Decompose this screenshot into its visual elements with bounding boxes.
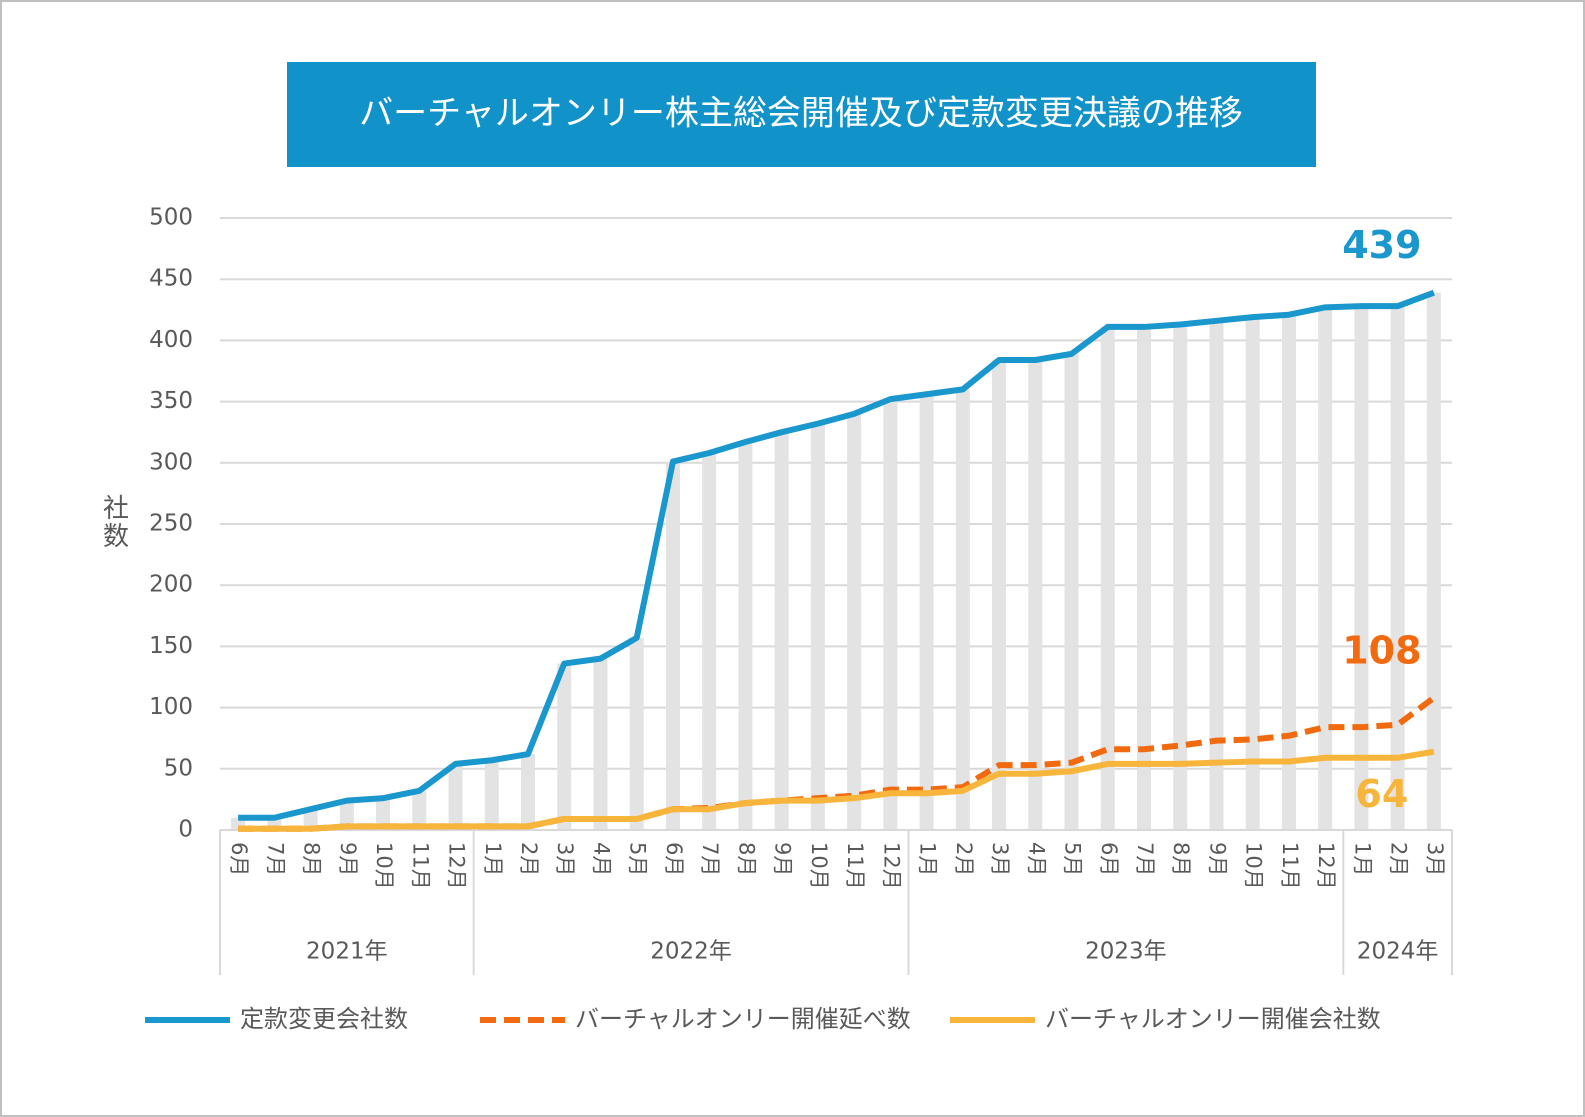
drop-bar <box>1245 317 1260 830</box>
drop-bar <box>810 423 825 830</box>
legend-label: バーチャルオンリー開催会社数 <box>1045 1005 1381 1033</box>
drop-bar <box>303 809 318 830</box>
legend-label: 定款変更会社数 <box>240 1005 408 1033</box>
y-tick-label: 400 <box>149 327 193 353</box>
y-tick-label: 250 <box>149 511 193 537</box>
y-tick-label: 200 <box>149 572 193 598</box>
x-tick-label: 10月 <box>372 842 396 890</box>
y-tick-label: 300 <box>149 449 193 475</box>
y-axis-label: 社数 <box>99 494 129 550</box>
drop-bar <box>1137 326 1151 830</box>
drop-bar <box>448 763 463 830</box>
x-tick-label: 10月 <box>1242 842 1266 890</box>
y-tick-label: 0 <box>178 817 193 843</box>
x-tick-label: 8月 <box>300 842 324 876</box>
drop-bar <box>484 760 499 830</box>
x-tick-label: 8月 <box>734 842 758 876</box>
drop-bar <box>412 790 427 830</box>
x-tick-label: 3月 <box>553 842 577 876</box>
x-tick-label: 11月 <box>408 842 432 890</box>
x-tick-label: 6月 <box>1097 842 1121 876</box>
x-tick-label: 3月 <box>988 842 1012 876</box>
x-tick-label: 2月 <box>517 842 541 876</box>
drop-bar <box>919 394 934 830</box>
chart-title: バーチャルオンリー株主総会開催及び定款変更決議の推移 <box>359 94 1243 134</box>
x-tick-label: 1月 <box>481 842 505 876</box>
x-tick-label: 11月 <box>1278 842 1302 890</box>
x-tick-label: 9月 <box>1205 842 1229 876</box>
drop-bar <box>1318 307 1333 830</box>
drop-bar <box>1209 320 1224 830</box>
x-tick-label: 4月 <box>589 842 613 876</box>
x-tick-label: 5月 <box>1061 842 1085 876</box>
x-tick-label: 12月 <box>445 842 469 890</box>
x-tick-label: 7月 <box>263 842 287 876</box>
drop-bar <box>955 389 970 830</box>
x-tick-label: 1月 <box>916 842 940 876</box>
y-tick-label: 150 <box>149 633 193 659</box>
y-tick-label: 50 <box>164 755 193 781</box>
drop-bar <box>1173 324 1188 830</box>
drop-bar <box>1354 306 1369 830</box>
drop-bar <box>1426 292 1441 830</box>
drop-bar <box>376 798 391 830</box>
x-tick-label: 4月 <box>1024 842 1048 876</box>
x-tick-label: 10月 <box>807 842 831 890</box>
group-label: 2024年 <box>1357 939 1439 965</box>
x-tick-label: 9月 <box>771 842 795 876</box>
x-tick-label: 1月 <box>1350 842 1374 876</box>
x-tick-label: 6月 <box>662 842 686 876</box>
x-tick-label: 2月 <box>952 842 976 876</box>
drop-bar <box>557 663 572 830</box>
drop-bar <box>339 800 354 830</box>
drop-bar <box>883 399 898 830</box>
legend-label: バーチャルオンリー開催延べ数 <box>575 1005 911 1033</box>
drop-bar <box>702 453 717 830</box>
drop-bar <box>1281 314 1296 830</box>
value-label: 64 <box>1355 772 1408 816</box>
y-tick-label: 100 <box>149 694 193 720</box>
x-tick-label: 8月 <box>1169 842 1193 876</box>
series-line <box>238 289 1435 821</box>
x-tick-label: 2月 <box>1387 842 1411 876</box>
group-label: 2021年 <box>306 939 388 965</box>
x-tick-label: 12月 <box>1314 842 1338 890</box>
drop-bar <box>1390 306 1405 830</box>
x-tick-label: 3月 <box>1423 842 1447 876</box>
x-tick-label: 9月 <box>336 842 360 876</box>
y-tick-label: 450 <box>149 266 193 292</box>
drop-bar <box>1100 326 1115 830</box>
y-tick-label: 500 <box>149 205 193 231</box>
value-label: 439 <box>1342 223 1421 267</box>
group-label: 2023年 <box>1085 939 1167 965</box>
drop-bar <box>665 461 680 830</box>
group-label: 2022年 <box>650 939 732 965</box>
drop-bar <box>774 432 789 830</box>
x-tick-label: 12月 <box>879 842 903 890</box>
x-tick-label: 7月 <box>1133 842 1157 876</box>
y-tick-label: 350 <box>149 388 193 414</box>
drop-bar <box>629 637 644 830</box>
title-box <box>287 62 1316 167</box>
x-tick-label: 7月 <box>698 842 722 876</box>
drop-bar <box>847 413 862 830</box>
value-label: 108 <box>1342 628 1421 672</box>
x-tick-label: 11月 <box>843 842 867 890</box>
series-line <box>238 748 1435 832</box>
drop-bar <box>593 658 608 830</box>
drop-bar <box>1028 359 1043 830</box>
x-tick-label: 5月 <box>626 842 650 876</box>
drop-bar <box>1064 353 1079 830</box>
x-tick-label: 6月 <box>227 842 251 876</box>
drop-bar <box>521 754 535 830</box>
drop-bar <box>738 441 753 830</box>
drop-bar <box>992 359 1007 830</box>
